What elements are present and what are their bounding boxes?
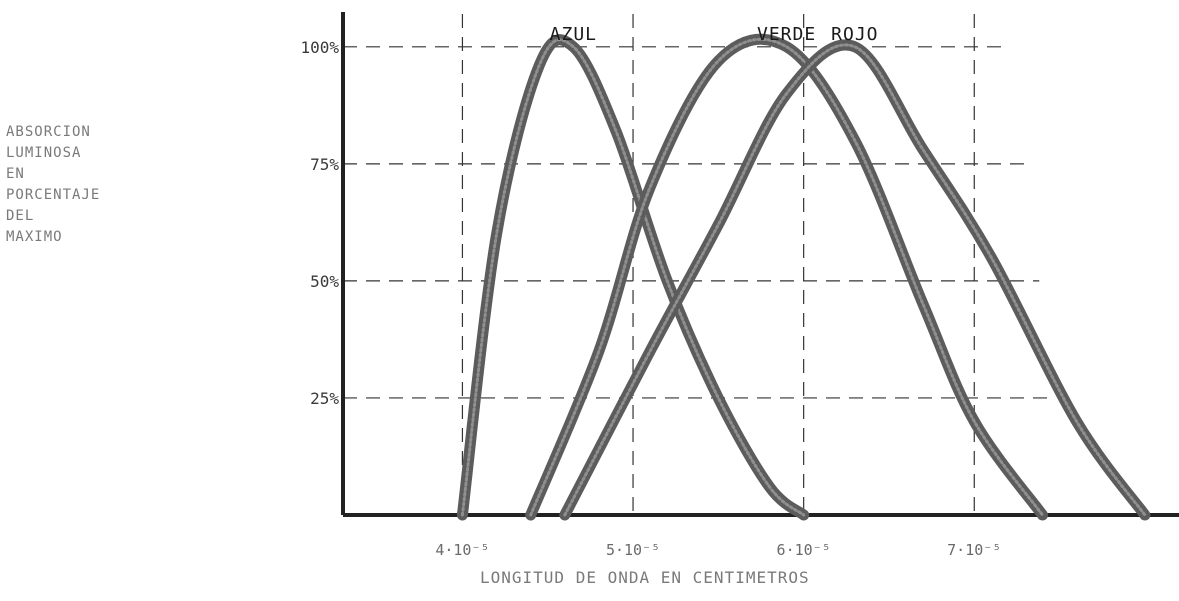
series-curves [456,33,1151,521]
series-line-core-verde [529,37,1044,517]
y-axis-title: ABSORCION LUMINOSA EN PORCENTAJE DEL MAX… [6,124,101,245]
series-line-core-azul [460,38,806,517]
x-tick-label: 6·10⁻⁵ [777,541,831,559]
x-axis-title: LONGITUD DE ONDA EN CENTIMETROS [480,568,810,587]
y-tick-labels: 25% 50% 75% 100% [300,38,339,408]
x-tick-label: 5·10⁻⁵ [606,541,660,559]
x-tick-label: 4·10⁻⁵ [435,541,489,559]
series-line-rojo [559,39,1151,521]
series-label-rojo: ROJO [831,24,878,45]
y-tick-label: 75% [310,155,339,174]
series-line-core-rojo [563,43,1147,517]
x-tick-label: 7·10⁻⁵ [947,541,1001,559]
y-tick-label: 100% [300,38,339,57]
series-label-verde: VERDE [757,24,816,45]
series-labels: AZUL VERDE ROJO [550,24,878,45]
y-tick-label: 25% [310,389,339,408]
series-label-azul: AZUL [550,24,597,45]
x-tick-labels: 4·10⁻⁵ 5·10⁻⁵ 6·10⁻⁵ 7·10⁻⁵ [435,541,1001,559]
y-tick-label: 50% [310,272,339,291]
